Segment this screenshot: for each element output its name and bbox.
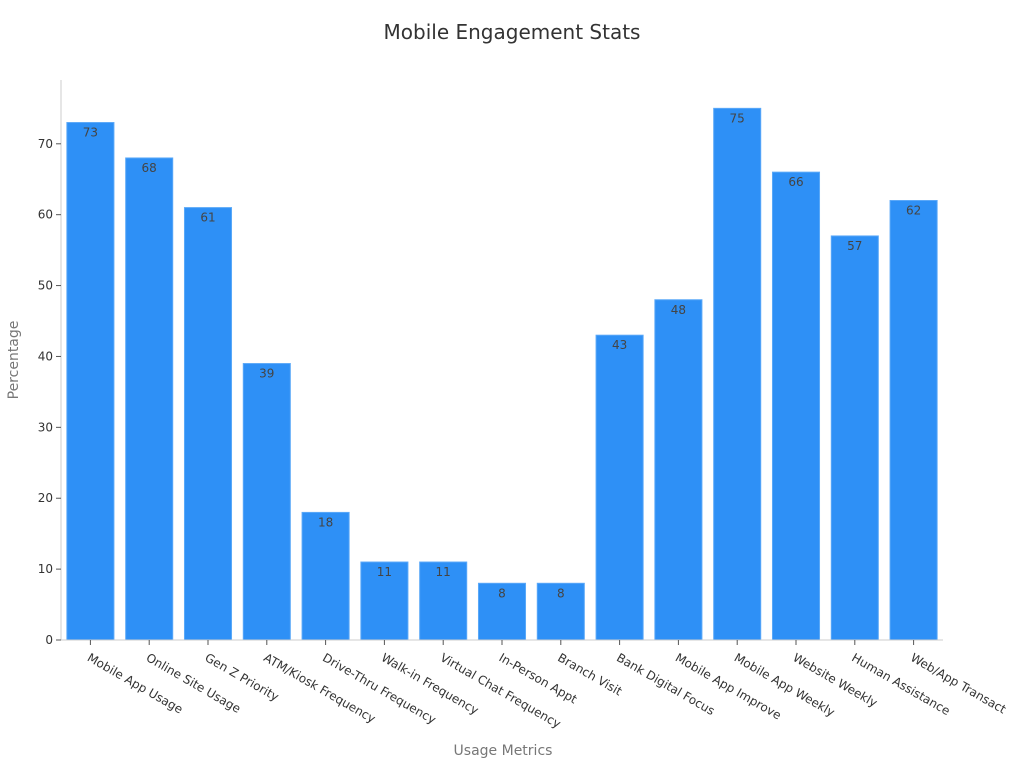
data-label: 68: [142, 161, 157, 175]
x-tick-label: Human Assistance: [849, 650, 952, 718]
data-label: 61: [200, 211, 215, 225]
y-axis: 0 10 20 30 40 50 60 70: [38, 80, 62, 647]
bar: [301, 511, 350, 641]
chart-title: Mobile Engagement Stats: [383, 20, 641, 44]
bar: [477, 582, 527, 641]
y-tick-label: 70: [38, 137, 53, 151]
y-tick-label: 10: [38, 562, 53, 576]
bar: [360, 561, 409, 641]
x-tick-label: Mobile App Usage: [85, 650, 185, 716]
data-label: 73: [83, 126, 98, 140]
y-tick-label: 0: [45, 633, 53, 647]
x-tick-label: Web/App Transact: [908, 650, 1009, 716]
y-tick-label: 30: [38, 420, 53, 434]
x-tick-label: Walk-in Frequency: [379, 650, 481, 717]
bars-layer: 73 68 61 39 18 11 11 8 8 43 48 75 66 57 62: [66, 107, 938, 641]
y-axis-title: Percentage: [6, 321, 22, 400]
y-tick-label: 50: [38, 279, 53, 293]
data-label: 43: [612, 338, 627, 352]
data-label: 57: [847, 239, 862, 253]
bar: [713, 107, 762, 641]
data-label: 62: [906, 204, 921, 218]
bar: [419, 561, 468, 641]
bar: [66, 122, 115, 641]
y-tick-label: 40: [38, 349, 53, 363]
data-label: 11: [436, 565, 451, 579]
data-label: 66: [788, 175, 803, 189]
bar: [242, 363, 291, 641]
data-label: 18: [318, 515, 333, 529]
data-label: 8: [498, 586, 506, 600]
x-tick-label: Mobile App Weekly: [732, 650, 838, 719]
data-label: 75: [730, 111, 745, 125]
bar: [125, 157, 174, 641]
x-tick-label: Bank Digital Focus: [614, 650, 717, 718]
data-label: 39: [259, 367, 274, 381]
data-label: 48: [671, 303, 686, 317]
y-tick-label: 60: [38, 208, 53, 222]
x-axis-title: Usage Metrics: [454, 743, 553, 759]
data-label: 11: [377, 565, 392, 579]
data-label: 8: [557, 586, 565, 600]
x-tick-label: Mobile App Improve: [673, 650, 784, 722]
bar: [654, 299, 703, 641]
bar: [771, 171, 821, 641]
bar: [889, 200, 938, 641]
y-tick-label: 20: [38, 491, 53, 505]
bar: [830, 235, 879, 641]
bar: [183, 207, 233, 641]
bar: [595, 334, 644, 641]
